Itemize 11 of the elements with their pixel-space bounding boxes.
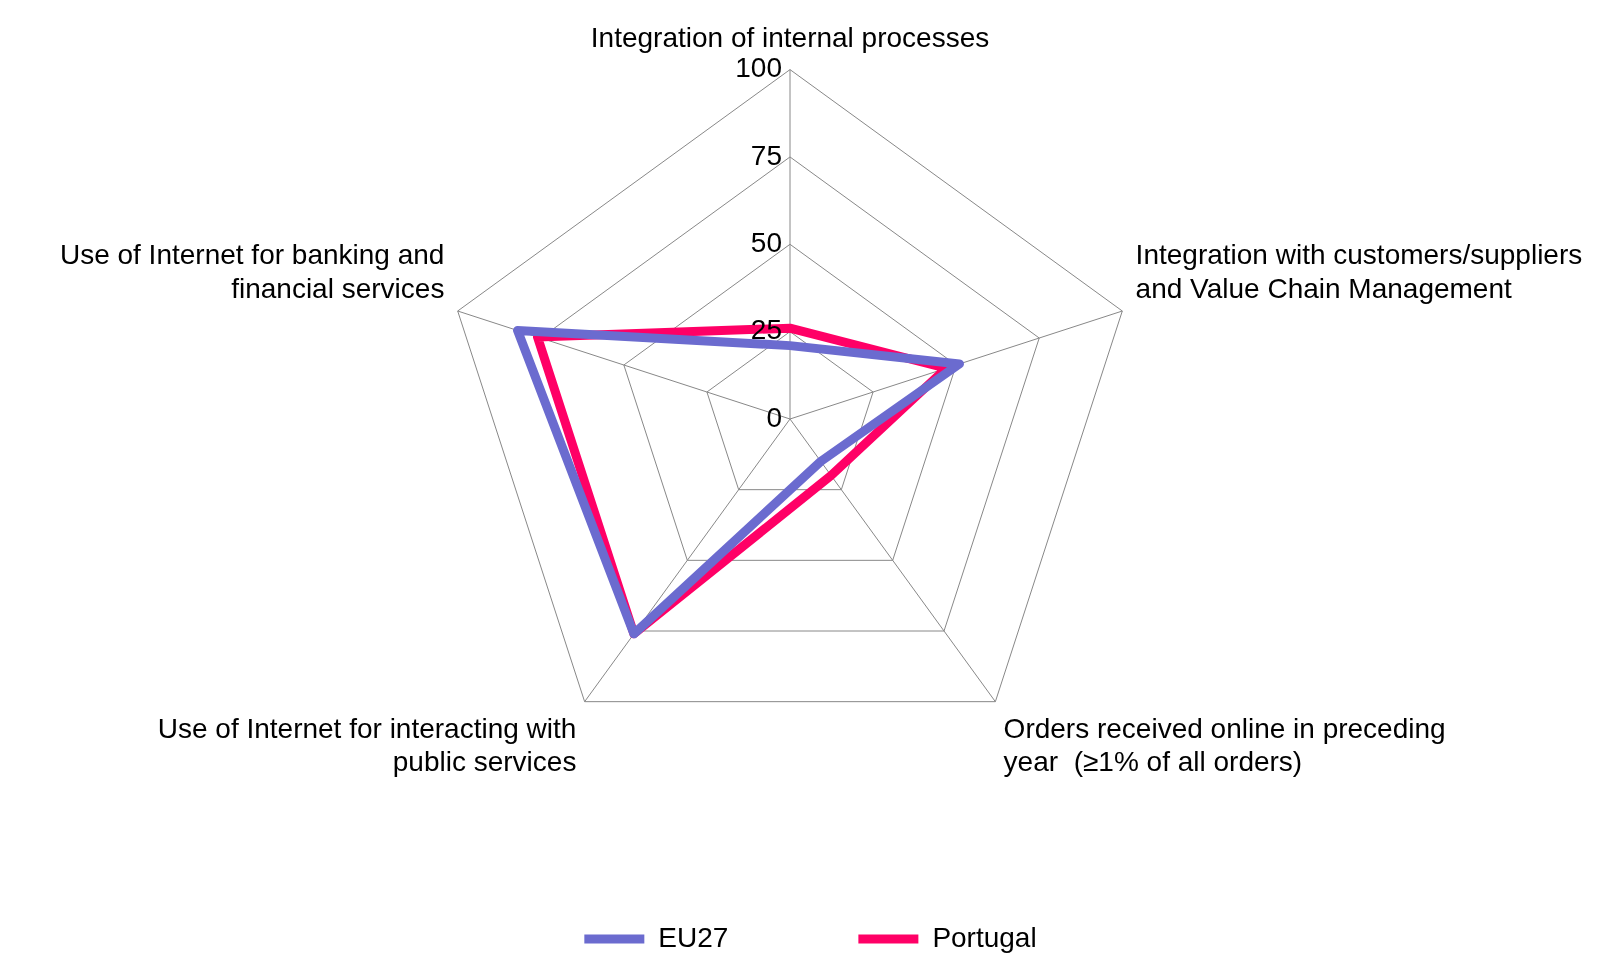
- y-tick-label: 100: [735, 52, 782, 84]
- y-tick-label: 0: [766, 401, 782, 433]
- legend-label: Portugal: [932, 921, 1037, 953]
- spoke-label: Integration of internal processes: [590, 21, 990, 53]
- spoke-label: Integration with customers/suppliers and Value Chain Management: [1135, 239, 1583, 304]
- spoke-label: Orders received online in preceding year (≥1% of all orders): [1003, 712, 1446, 778]
- spoke-label: Use of Internet for banking and financial services: [59, 239, 445, 304]
- spoke-label: Use of Internet for interacting with public services: [157, 712, 577, 778]
- y-tick-label: 50: [750, 227, 782, 259]
- y-tick-label: 75: [750, 139, 782, 171]
- legend-label: EU27: [658, 921, 729, 953]
